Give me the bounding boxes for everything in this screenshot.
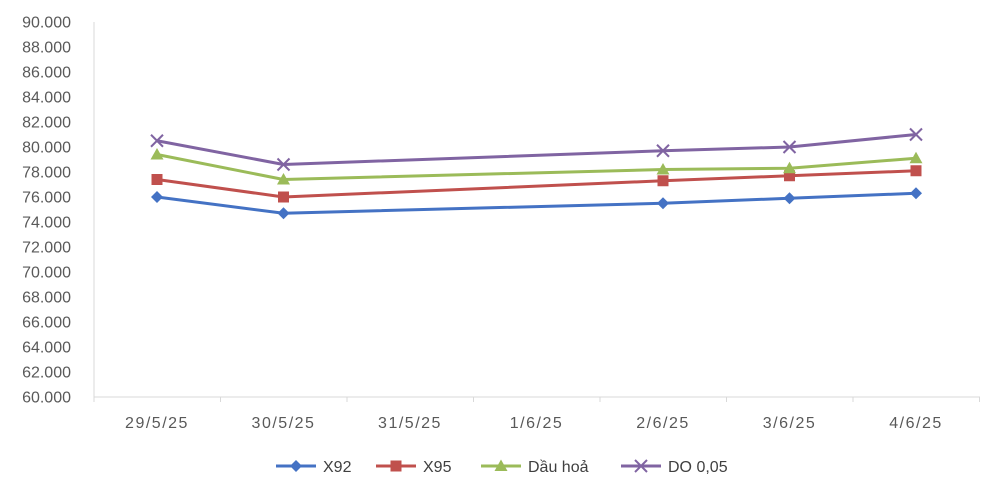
legend-swatch-marker <box>494 459 508 471</box>
data-point <box>277 207 290 220</box>
y-tick-label: 90.000 <box>22 15 71 32</box>
y-tick-label: 72.000 <box>22 240 71 257</box>
data-point <box>151 174 163 185</box>
data-point <box>909 127 923 142</box>
data-point <box>656 163 670 175</box>
legend-swatch-marker <box>290 460 302 472</box>
series-layer <box>150 127 923 220</box>
chart-axes <box>93 22 980 398</box>
data-point <box>783 161 796 174</box>
y-tick-label: 70.000 <box>22 265 71 282</box>
y-axis-ticks: 60.000 62.000 64.000 66.000 68.000 70.000 72.0… <box>22 15 71 407</box>
x-axis-ticks: 29/5/25 30/5/25 31/5/25 1/6/25 2/6/25 3/6/25 4… <box>93 397 980 432</box>
y-tick-label: 84.000 <box>22 90 71 107</box>
data-point <box>278 191 289 203</box>
y-tick-label: 62.000 <box>22 365 71 382</box>
y-tick-label: 68.000 <box>22 290 71 307</box>
data-point <box>657 175 669 187</box>
y-tick-label: 88.000 <box>22 40 71 57</box>
y-tick-label: 64.000 <box>22 340 71 357</box>
data-point <box>656 144 670 158</box>
x-tick-label: 4/6/25 <box>889 415 942 432</box>
legend-label: X95 <box>423 459 452 476</box>
y-tick-label: 74.000 <box>22 215 71 232</box>
data-point <box>276 157 291 172</box>
legend-entry: Dầu hoả <box>481 459 589 476</box>
data-point <box>910 187 922 200</box>
y-tick-label: 76.000 <box>22 190 71 207</box>
series-4 <box>150 127 923 172</box>
x-tick-label: 3/6/25 <box>763 415 816 432</box>
legend-swatch-marker <box>634 459 648 473</box>
data-point <box>783 192 796 205</box>
data-point <box>277 173 290 185</box>
series-line <box>156 133 917 166</box>
y-tick-label: 86.000 <box>22 65 71 82</box>
x-tick-label: 1/6/25 <box>510 415 563 432</box>
legend-label: Dầu hoả <box>528 459 589 476</box>
x-tick-label: 29/5/25 <box>125 415 189 432</box>
y-tick-label: 60.000 <box>22 390 71 407</box>
legend-entry: DO 0,05 <box>621 459 728 476</box>
legend-label: X92 <box>323 459 352 476</box>
series-3 <box>150 148 923 185</box>
series-line <box>156 169 917 199</box>
data-point <box>657 197 669 210</box>
y-tick-label: 82.000 <box>22 115 71 132</box>
x-tick-label: 2/6/25 <box>636 415 689 432</box>
legend-entry: X95 <box>376 459 452 476</box>
data-point <box>910 165 922 177</box>
y-tick-label: 66.000 <box>22 315 71 332</box>
legend-entry: X92 <box>276 459 352 476</box>
data-point <box>150 148 164 160</box>
series-2 <box>151 165 922 203</box>
data-point <box>150 134 164 148</box>
series-1 <box>151 187 922 220</box>
legend-swatch-marker <box>390 460 402 472</box>
x-tick-label: 30/5/25 <box>252 415 316 432</box>
y-tick-label: 80.000 <box>22 140 71 157</box>
data-point <box>782 140 797 154</box>
x-tick-label: 31/5/25 <box>378 415 442 432</box>
chart-legend: X92 X95 Dầu hoả DO 0,05 <box>276 459 728 476</box>
legend-label: DO 0,05 <box>668 459 728 476</box>
data-point <box>151 191 163 203</box>
data-point <box>784 170 795 182</box>
y-tick-label: 78.000 <box>22 165 71 182</box>
data-point <box>909 151 923 164</box>
